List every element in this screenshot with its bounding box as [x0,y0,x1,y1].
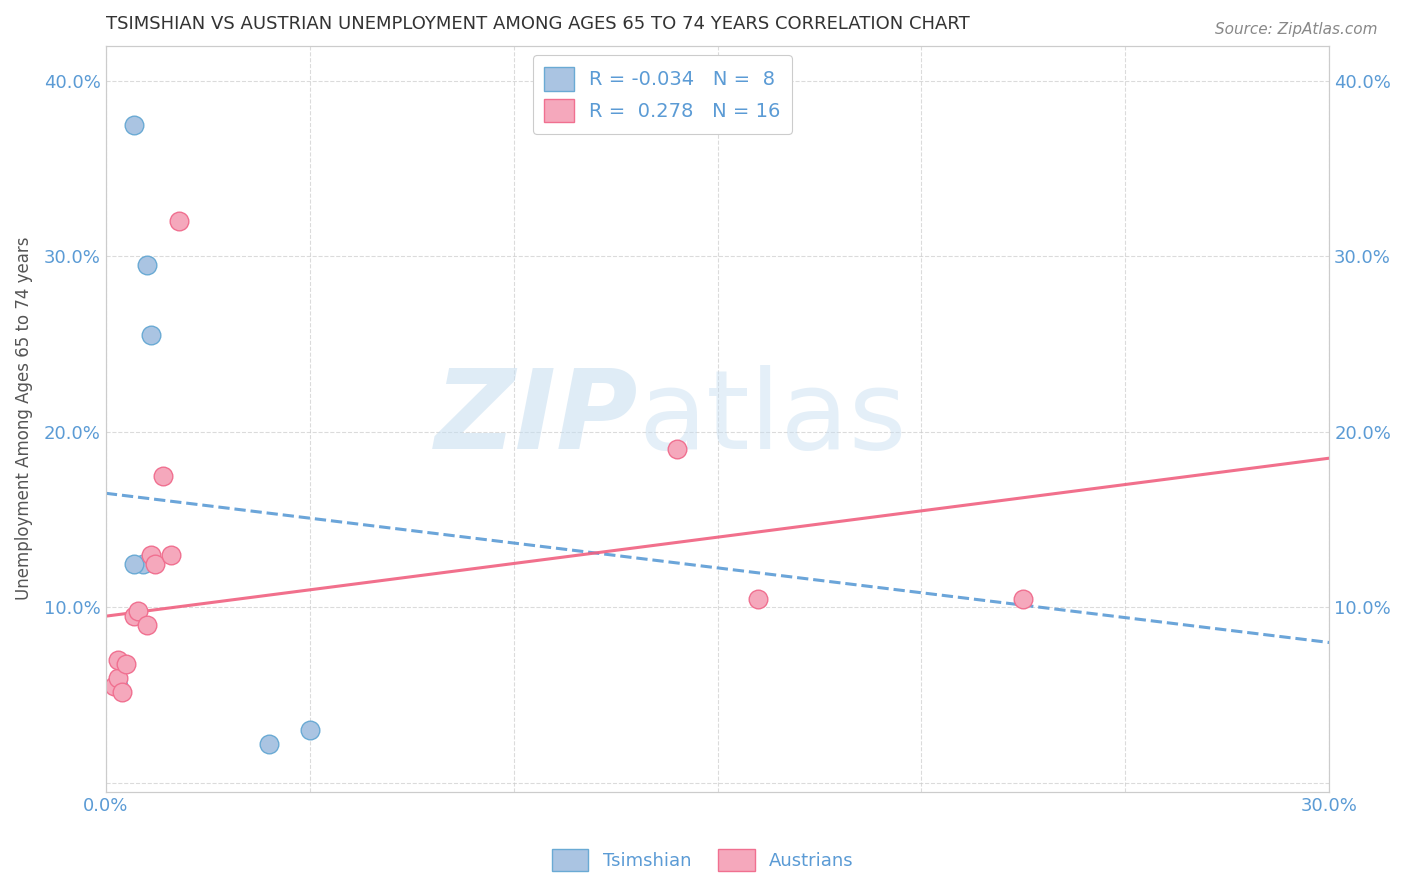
Point [124,609,146,624]
Point [135,618,157,632]
Point [127,604,149,618]
Text: atlas: atlas [638,365,907,472]
Legend: R = -0.034   N =  8, R =  0.278   N = 16: R = -0.034 N = 8, R = 0.278 N = 16 [533,55,792,134]
Text: Source: ZipAtlas.com: Source: ZipAtlas.com [1215,22,1378,37]
Text: ZIP: ZIP [434,365,638,472]
Point [665,442,688,457]
Point [135,258,157,272]
Text: TSIMSHIAN VS AUSTRIAN UNEMPLOYMENT AMONG AGES 65 TO 74 YEARS CORRELATION CHART: TSIMSHIAN VS AUSTRIAN UNEMPLOYMENT AMONG… [105,15,970,33]
Point [115,657,138,671]
Point [107,653,129,667]
Point [160,548,183,562]
Point [107,679,129,693]
Point [143,557,166,571]
Y-axis label: Unemployment Among Ages 65 to 74 years: Unemployment Among Ages 65 to 74 years [15,237,32,600]
Point [111,684,134,698]
Point [1012,591,1035,606]
Legend: Tsimshian, Austrians: Tsimshian, Austrians [546,842,860,879]
Point [139,548,162,562]
Point [131,557,153,571]
Point [107,671,129,685]
Point [298,723,321,738]
Point [257,737,280,751]
Point [152,468,174,483]
Point [167,214,190,228]
Point [124,557,146,571]
Point [103,679,125,693]
Point [139,328,162,343]
Point [124,118,146,132]
Point [747,591,769,606]
